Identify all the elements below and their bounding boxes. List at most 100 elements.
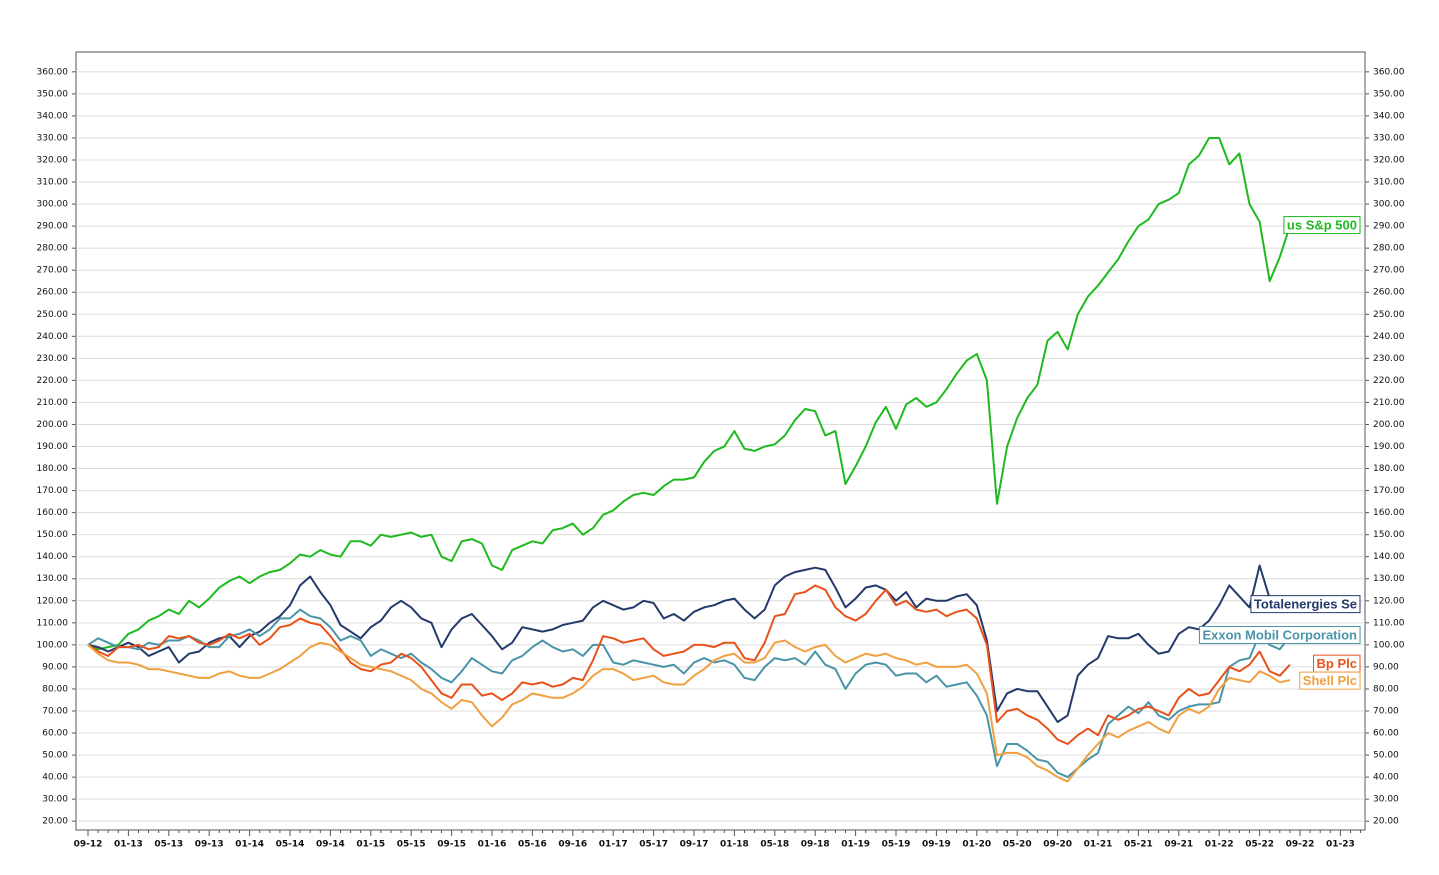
y2-tick-label: 220.00 bbox=[1373, 376, 1405, 386]
legend-label: us S&p 500 bbox=[1287, 218, 1357, 233]
y2-tick-label: 190.00 bbox=[1373, 442, 1405, 452]
y-tick-label: 320.00 bbox=[37, 155, 69, 165]
x-tick-label: 01-15 bbox=[356, 840, 385, 850]
legend-box bbox=[1198, 625, 1361, 644]
series-line bbox=[87, 608, 1291, 779]
y-tick-label: 210.00 bbox=[37, 398, 69, 408]
x-tick-label: 05-17 bbox=[639, 840, 668, 850]
y2-tick-label: 80.00 bbox=[1373, 684, 1399, 694]
legend-label: Totalenergies Se bbox=[1254, 597, 1357, 612]
x-tick-label: 09-16 bbox=[558, 840, 587, 850]
x-tick-label: 01-19 bbox=[841, 840, 870, 850]
y-tick-label: 360.00 bbox=[37, 67, 69, 77]
x-tick-label: 09-15 bbox=[437, 840, 466, 850]
series-line bbox=[87, 137, 1291, 651]
x-tick-label: 05-21 bbox=[1124, 840, 1153, 850]
x-tick-label: 09-17 bbox=[680, 840, 709, 850]
x-tick-label: 01-23 bbox=[1326, 840, 1355, 850]
x-tick-label: 09-18 bbox=[801, 840, 830, 850]
series-label: Exxon Mobil Corporation bbox=[1198, 625, 1361, 644]
y-tick-label: 160.00 bbox=[37, 508, 69, 518]
x-tick-label: 05-20 bbox=[1003, 840, 1032, 850]
y2-tick-label: 120.00 bbox=[1373, 596, 1405, 606]
legend-label: Exxon Mobil Corporation bbox=[1202, 627, 1357, 642]
x-tick-label: 09-21 bbox=[1164, 840, 1193, 850]
y-tick-label: 260.00 bbox=[37, 288, 69, 298]
y-tick-label: 190.00 bbox=[37, 442, 69, 452]
y2-tick-label: 110.00 bbox=[1373, 618, 1405, 628]
series-line bbox=[87, 639, 1291, 783]
x-tick-label: 05-19 bbox=[882, 840, 911, 850]
y2-tick-label: 330.00 bbox=[1373, 133, 1405, 143]
y-tick-label: 100.00 bbox=[37, 640, 69, 650]
y-tick-label: 240.00 bbox=[37, 332, 69, 342]
y2-tick-label: 230.00 bbox=[1373, 354, 1405, 364]
y-tick-label: 20.00 bbox=[42, 817, 68, 827]
y2-tick-label: 40.00 bbox=[1373, 773, 1399, 783]
x-tick-label: 05-14 bbox=[276, 840, 305, 850]
series-line bbox=[87, 564, 1291, 723]
x-tick-label: 09-20 bbox=[1043, 840, 1072, 850]
y2-tick-label: 310.00 bbox=[1373, 178, 1405, 188]
y2-tick-label: 50.00 bbox=[1373, 751, 1399, 761]
x-tick-label: 01-18 bbox=[720, 840, 749, 850]
y-tick-label: 200.00 bbox=[37, 420, 69, 430]
y2-tick-label: 280.00 bbox=[1373, 244, 1405, 254]
x-tick-label: 01-22 bbox=[1205, 840, 1234, 850]
y2-tick-label: 30.00 bbox=[1373, 795, 1399, 805]
y2-tick-label: 360.00 bbox=[1373, 67, 1405, 77]
y2-tick-label: 160.00 bbox=[1373, 508, 1405, 518]
x-tick-label: 01-13 bbox=[114, 840, 143, 850]
x-tick-label: 09-19 bbox=[922, 840, 951, 850]
y-tick-label: 60.00 bbox=[42, 729, 68, 739]
series-label: Bp Plc bbox=[1313, 654, 1361, 673]
y2-tick-label: 340.00 bbox=[1373, 111, 1405, 121]
legend-box bbox=[1299, 671, 1361, 690]
x-tick-label: 05-22 bbox=[1245, 840, 1274, 850]
series-label: us S&p 500 bbox=[1283, 216, 1361, 235]
plot-frame bbox=[75, 51, 1366, 831]
y-tick-label: 230.00 bbox=[37, 354, 69, 364]
y2-tick-label: 70.00 bbox=[1373, 706, 1399, 716]
y-tick-label: 30.00 bbox=[42, 795, 68, 805]
y2-tick-label: 100.00 bbox=[1373, 640, 1405, 650]
y2-tick-label: 130.00 bbox=[1373, 574, 1405, 584]
y2-tick-label: 350.00 bbox=[1373, 89, 1405, 99]
y-tick-label: 140.00 bbox=[37, 552, 69, 562]
y2-tick-label: 270.00 bbox=[1373, 266, 1405, 276]
y2-tick-label: 240.00 bbox=[1373, 332, 1405, 342]
x-tick-label: 05-16 bbox=[518, 840, 547, 850]
y-tick-label: 180.00 bbox=[37, 464, 69, 474]
y-tick-label: 170.00 bbox=[37, 486, 69, 496]
legend-label: Shell Plc bbox=[1303, 673, 1357, 688]
legend-box bbox=[1250, 595, 1361, 614]
y-tick-label: 280.00 bbox=[37, 244, 69, 254]
y2-tick-label: 250.00 bbox=[1373, 310, 1405, 320]
y2-tick-label: 260.00 bbox=[1373, 288, 1405, 298]
x-tick-label: 09-22 bbox=[1286, 840, 1315, 850]
x-tick-label: 01-17 bbox=[599, 840, 628, 850]
y-tick-label: 340.00 bbox=[37, 111, 69, 121]
x-tick-label: 01-20 bbox=[962, 840, 991, 850]
series-label: Shell Plc bbox=[1299, 671, 1361, 690]
y-tick-label: 70.00 bbox=[42, 706, 68, 716]
x-tick-label: 09-14 bbox=[316, 840, 345, 850]
x-tick-label: 05-15 bbox=[397, 840, 426, 850]
y-tick-label: 130.00 bbox=[37, 574, 69, 584]
y-tick-label: 150.00 bbox=[37, 530, 69, 540]
x-tick-label: 01-16 bbox=[478, 840, 507, 850]
y-tick-label: 120.00 bbox=[37, 596, 69, 606]
y-tick-label: 330.00 bbox=[37, 133, 69, 143]
x-tick-label: 09-12 bbox=[74, 840, 103, 850]
y-tick-label: 220.00 bbox=[37, 376, 69, 386]
y2-tick-label: 300.00 bbox=[1373, 200, 1405, 210]
series-line bbox=[87, 584, 1291, 745]
y2-tick-label: 180.00 bbox=[1373, 464, 1405, 474]
x-tick-label: 01-21 bbox=[1084, 840, 1113, 850]
y2-tick-label: 150.00 bbox=[1373, 530, 1405, 540]
y2-tick-label: 20.00 bbox=[1373, 817, 1399, 827]
y2-tick-label: 290.00 bbox=[1373, 222, 1405, 232]
y2-tick-label: 60.00 bbox=[1373, 729, 1399, 739]
legend-box bbox=[1283, 216, 1361, 235]
